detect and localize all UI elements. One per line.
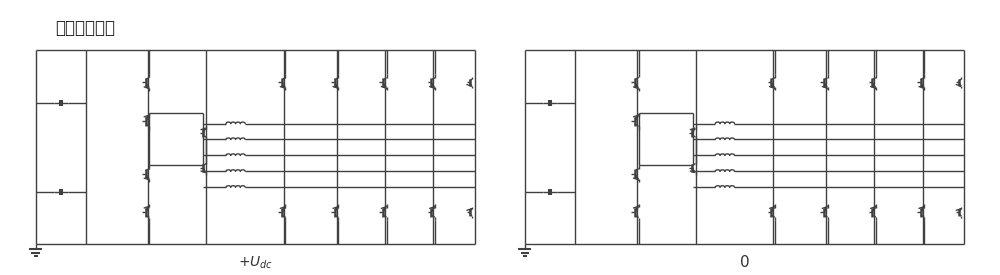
Text: $+U_{dc}$: $+U_{dc}$	[238, 254, 273, 271]
Text: 负载桥臂电位: 负载桥臂电位	[56, 18, 116, 37]
Text: $0$: $0$	[739, 254, 750, 270]
